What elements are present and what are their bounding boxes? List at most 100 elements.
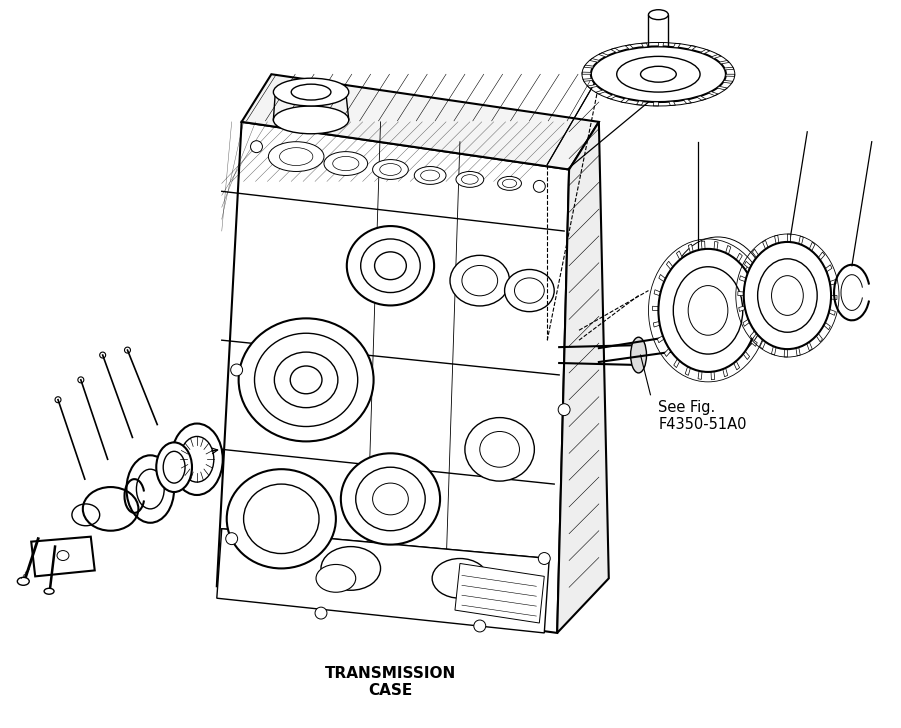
Polygon shape — [584, 65, 594, 68]
Polygon shape — [743, 351, 750, 360]
Ellipse shape — [171, 424, 223, 495]
Polygon shape — [696, 96, 706, 100]
Circle shape — [226, 533, 238, 545]
Polygon shape — [724, 67, 734, 70]
Polygon shape — [684, 99, 692, 103]
Polygon shape — [667, 261, 673, 269]
Ellipse shape — [641, 85, 677, 99]
Polygon shape — [621, 98, 629, 103]
Polygon shape — [698, 371, 702, 379]
Polygon shape — [587, 84, 597, 88]
Polygon shape — [738, 291, 744, 296]
Ellipse shape — [57, 550, 69, 561]
Polygon shape — [751, 339, 757, 347]
Ellipse shape — [347, 226, 434, 306]
Polygon shape — [241, 74, 599, 170]
Polygon shape — [217, 529, 550, 633]
Ellipse shape — [273, 106, 349, 134]
Polygon shape — [809, 242, 815, 251]
Ellipse shape — [373, 483, 408, 515]
Ellipse shape — [268, 142, 324, 172]
Ellipse shape — [332, 157, 359, 170]
Ellipse shape — [591, 47, 726, 102]
Ellipse shape — [356, 467, 425, 531]
Polygon shape — [796, 347, 800, 356]
Polygon shape — [673, 43, 680, 47]
Ellipse shape — [503, 179, 516, 188]
Polygon shape — [711, 371, 714, 380]
Ellipse shape — [180, 437, 214, 482]
Polygon shape — [739, 306, 745, 312]
Ellipse shape — [432, 558, 487, 598]
Polygon shape — [831, 296, 837, 299]
Polygon shape — [723, 368, 728, 376]
Ellipse shape — [461, 175, 478, 184]
Ellipse shape — [373, 159, 408, 179]
Ellipse shape — [360, 239, 420, 293]
Ellipse shape — [290, 366, 322, 394]
Ellipse shape — [462, 266, 497, 296]
Ellipse shape — [649, 9, 669, 20]
Ellipse shape — [126, 455, 174, 523]
Polygon shape — [596, 90, 605, 94]
Ellipse shape — [273, 78, 349, 106]
Polygon shape — [723, 80, 733, 84]
Polygon shape — [824, 323, 831, 330]
Polygon shape — [751, 331, 757, 339]
Ellipse shape — [771, 276, 804, 315]
Polygon shape — [816, 333, 823, 341]
Polygon shape — [636, 101, 643, 105]
Polygon shape — [686, 366, 690, 376]
Ellipse shape — [321, 547, 380, 590]
Polygon shape — [818, 252, 824, 260]
Polygon shape — [674, 359, 680, 368]
Circle shape — [538, 553, 551, 564]
Polygon shape — [701, 241, 705, 249]
Polygon shape — [653, 102, 659, 106]
Polygon shape — [784, 349, 787, 357]
Ellipse shape — [479, 432, 520, 467]
Text: TRANSMISSION
CASE: TRANSMISSION CASE — [325, 665, 456, 698]
Polygon shape — [583, 79, 593, 82]
Ellipse shape — [421, 170, 440, 181]
Polygon shape — [677, 251, 682, 260]
Polygon shape — [659, 274, 666, 282]
Ellipse shape — [341, 454, 440, 545]
Polygon shape — [455, 563, 544, 623]
Polygon shape — [762, 240, 768, 249]
Polygon shape — [607, 95, 616, 99]
Ellipse shape — [758, 259, 817, 332]
Polygon shape — [217, 122, 569, 633]
Ellipse shape — [375, 252, 406, 280]
Ellipse shape — [163, 451, 185, 483]
Ellipse shape — [239, 318, 374, 441]
Polygon shape — [664, 349, 671, 357]
Polygon shape — [743, 319, 750, 326]
Ellipse shape — [456, 172, 484, 187]
Polygon shape — [806, 342, 812, 351]
Polygon shape — [659, 42, 663, 47]
Polygon shape — [582, 72, 591, 74]
Polygon shape — [756, 294, 762, 299]
Polygon shape — [598, 53, 608, 57]
Ellipse shape — [17, 577, 29, 585]
Ellipse shape — [136, 469, 164, 509]
Ellipse shape — [450, 256, 510, 306]
Polygon shape — [771, 347, 776, 355]
Polygon shape — [825, 265, 832, 272]
Circle shape — [250, 141, 262, 153]
Polygon shape — [700, 50, 710, 54]
Polygon shape — [658, 336, 664, 343]
Ellipse shape — [616, 56, 700, 92]
Ellipse shape — [497, 176, 522, 190]
Polygon shape — [736, 253, 742, 262]
Circle shape — [559, 404, 570, 416]
Polygon shape — [611, 48, 620, 52]
Ellipse shape — [227, 469, 336, 569]
Polygon shape — [798, 236, 804, 245]
Polygon shape — [642, 43, 648, 47]
Polygon shape — [557, 122, 609, 633]
Polygon shape — [714, 242, 718, 250]
Polygon shape — [589, 58, 600, 62]
Text: See Fig.
F4350-51A0: See Fig. F4350-51A0 — [659, 400, 747, 432]
